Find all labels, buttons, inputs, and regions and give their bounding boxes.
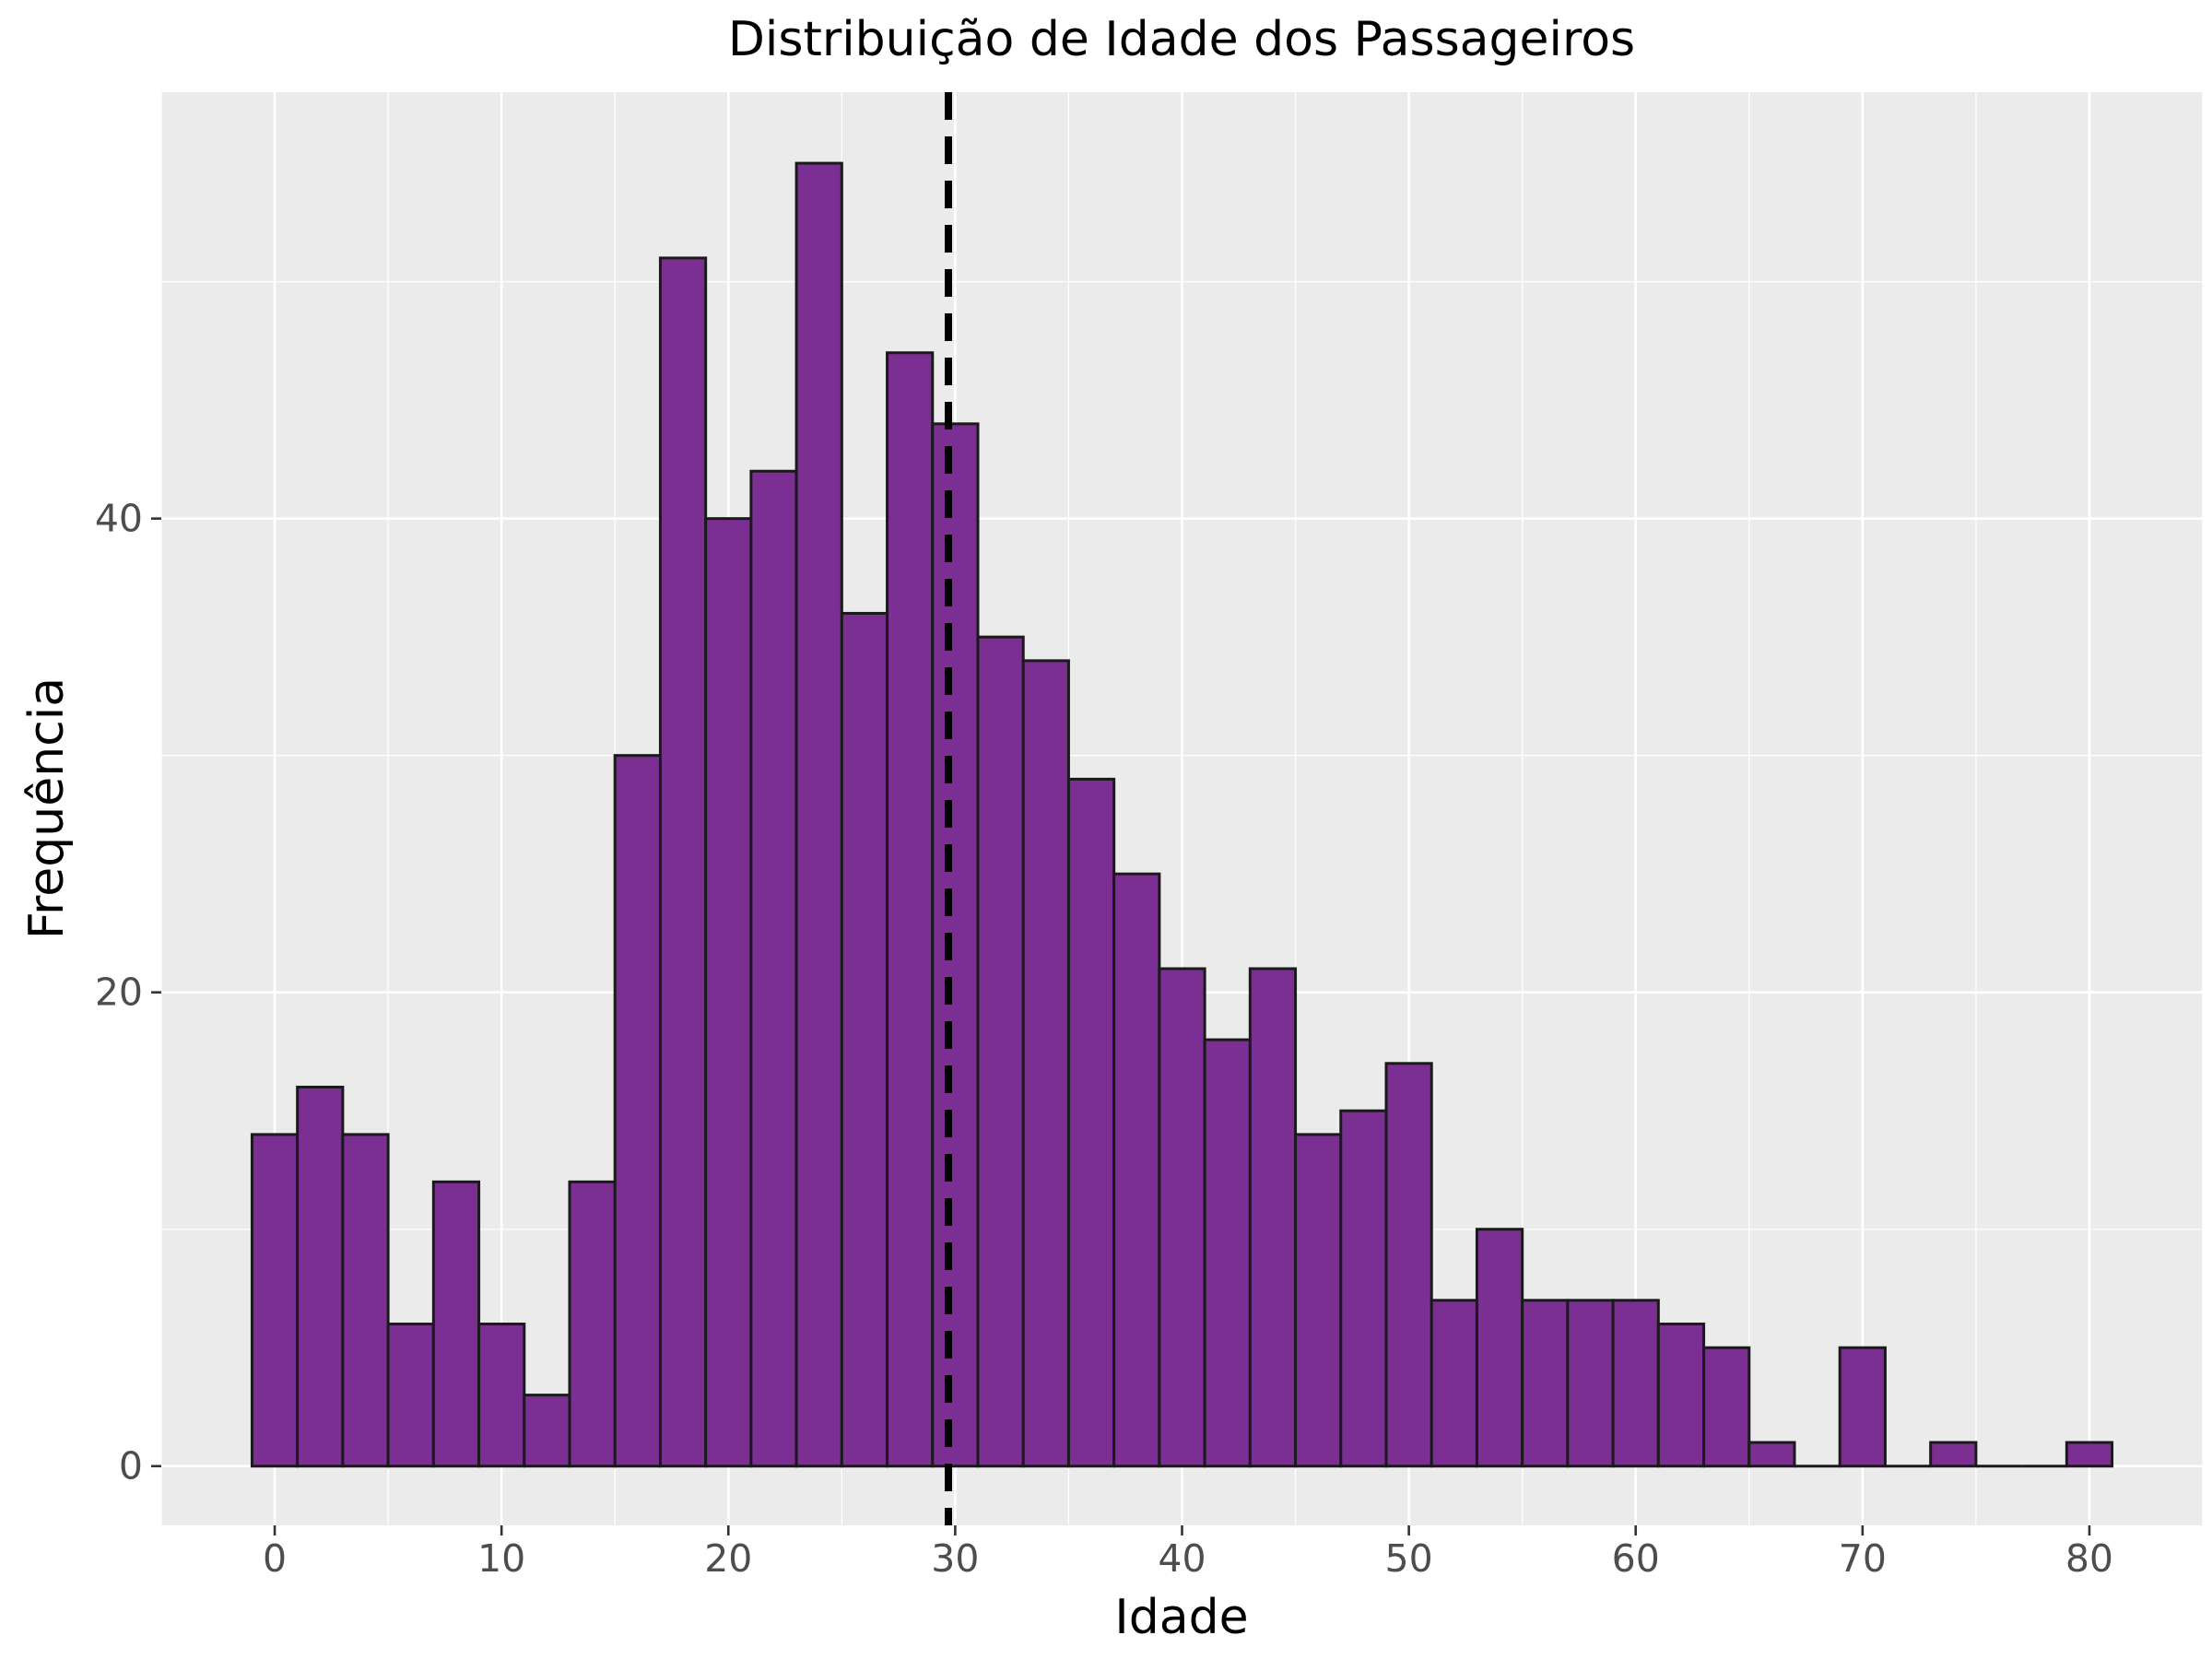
chart-title: Distribuição de Idade dos Passageiros <box>728 12 1635 67</box>
histogram-bar <box>1339 1109 1388 1468</box>
x-tick-label: 60 <box>1612 1536 1660 1581</box>
histogram-bar <box>1566 1299 1615 1468</box>
x-axis-title: Idade <box>1114 1590 1248 1645</box>
histogram-bar <box>1158 967 1206 1468</box>
histogram-bar <box>1066 777 1116 1468</box>
histogram-bar <box>1021 659 1070 1468</box>
histogram-bar <box>794 161 843 1468</box>
x-tick-label: 80 <box>2065 1536 2113 1581</box>
histogram-bar <box>1294 1133 1343 1468</box>
histogram-bar <box>386 1323 435 1468</box>
x-tick-label: 70 <box>1839 1536 1887 1581</box>
histogram-bar <box>1747 1441 1796 1468</box>
histogram-bar <box>931 422 980 1468</box>
histogram-bar <box>1248 967 1298 1468</box>
histogram-bar <box>749 469 798 1468</box>
y-axis-ticks: 0 20 40 <box>95 497 161 1488</box>
histogram-bar <box>840 611 889 1468</box>
histogram-bar <box>568 1180 617 1468</box>
y-tick-label: 40 <box>95 497 143 541</box>
x-tick-label: 10 <box>477 1536 525 1581</box>
x-tick-label: 30 <box>931 1536 979 1581</box>
histogram-bar <box>1838 1346 1887 1468</box>
histogram-bar <box>1475 1228 1524 1468</box>
x-axis-ticks: 0 10 20 30 40 50 60 70 80 <box>263 1525 2113 1581</box>
x-tick-label: 40 <box>1158 1536 1206 1581</box>
histogram-bar <box>523 1394 571 1468</box>
y-tick-label: 0 <box>119 1444 143 1488</box>
histogram-bar <box>1521 1299 1570 1468</box>
histogram-bar <box>1702 1346 1751 1468</box>
histogram-bar <box>341 1133 390 1468</box>
histogram-bar <box>886 351 935 1468</box>
x-tick-label: 50 <box>1385 1536 1433 1581</box>
histogram-bar <box>477 1323 526 1468</box>
histogram-bar <box>1656 1323 1706 1468</box>
histogram-bar <box>296 1086 345 1468</box>
histogram-bar <box>431 1180 481 1468</box>
x-tick-label: 0 <box>263 1536 287 1581</box>
histogram-bar <box>1384 1062 1433 1468</box>
histogram-bar <box>250 1133 300 1468</box>
y-tick-label: 20 <box>95 971 143 1015</box>
x-tick-label: 20 <box>704 1536 752 1581</box>
histogram-bar <box>976 635 1025 1468</box>
histogram-bars <box>250 161 2114 1468</box>
histogram-bar <box>1611 1299 1660 1468</box>
histogram-bar <box>658 256 708 1468</box>
histogram-bar <box>1203 1038 1252 1468</box>
histogram-bar <box>613 754 662 1468</box>
histogram-bar <box>1112 872 1161 1468</box>
y-axis-title: Frequência <box>19 677 75 939</box>
histogram-bar <box>1929 1441 1978 1468</box>
histogram-bar <box>1430 1299 1478 1468</box>
histogram-bar <box>2065 1441 2114 1468</box>
histogram-bar <box>704 517 753 1468</box>
